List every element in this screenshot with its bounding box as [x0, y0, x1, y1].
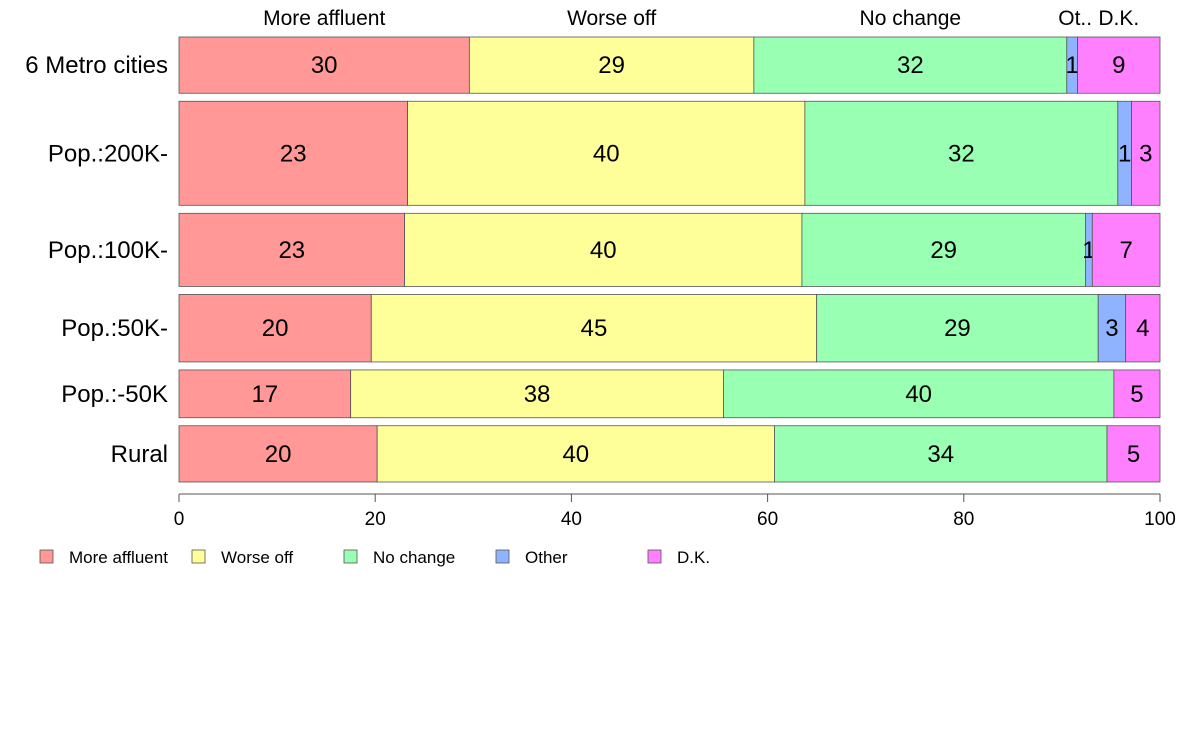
category-label-pop-50k: Pop.:-50K — [61, 381, 168, 408]
data-label-pop-100k-no-change: 29 — [930, 237, 957, 264]
data-label-6-metro-cities-more-affluent: 30 — [311, 52, 338, 79]
bar-pop-200k-d-k — [1131, 100, 1161, 206]
x-axis: 0 20 40 60 80 100 — [174, 493, 1176, 530]
legend-swatch-d-k — [647, 549, 662, 564]
data-label-pop-50k-more-affluent: 20 — [262, 315, 289, 342]
category-label-6-metro-cities: 6 Metro cities — [25, 52, 168, 79]
data-label-pop-50k-more-affluent: 17 — [251, 381, 278, 408]
legend-item-d-k: D.K. — [647, 548, 710, 567]
data-label-6-metro-cities-no-change: 32 — [897, 52, 924, 79]
bar-rural-more-affluent — [178, 425, 378, 483]
x-tick-label-20: 20 — [365, 509, 386, 530]
bar-pop-50k-worse-off — [370, 294, 818, 363]
legend-item-worse-off: Worse off — [191, 548, 293, 567]
data-label-pop-200k-d-k: 3 — [1139, 140, 1152, 167]
data-label-pop-50k-d-k: 4 — [1136, 315, 1149, 342]
data-label-pop-100k-worse-off: 40 — [590, 237, 617, 264]
data-label-rural-d-k: 5 — [1127, 441, 1140, 468]
column-headers: More affluent Worse off No change Ot.. D.K. — [263, 7, 1139, 30]
data-label-pop-50k-d-k: 5 — [1130, 381, 1143, 408]
bar-6-metro-cities-worse-off — [468, 36, 755, 94]
category-label-rural: Rural — [111, 441, 168, 468]
data-label-pop-200k-no-change: 32 — [948, 140, 975, 167]
bar-6-metro-cities-no-change — [753, 36, 1068, 94]
bar-pop-50k-d-k — [1125, 294, 1161, 363]
legend-swatch-more-affluent — [39, 549, 54, 564]
data-label-rural-more-affluent: 20 — [265, 441, 292, 468]
data-label-pop-50k-worse-off: 38 — [524, 381, 551, 408]
legend-label-worse-off: Worse off — [221, 548, 293, 567]
bar-6-metro-cities-d-k — [1077, 36, 1161, 94]
legend-item-other: Other — [495, 548, 568, 567]
data-label-6-metro-cities-d-k: 9 — [1112, 52, 1125, 79]
x-tick-label-0: 0 — [174, 509, 185, 530]
bar-pop-50k-no-change — [723, 369, 1115, 419]
bar-pop-50k-other — [1097, 294, 1127, 363]
x-tick-label-60: 60 — [757, 509, 778, 530]
column-header-ot: Ot.. — [1058, 7, 1092, 30]
legend-swatch-worse-off — [191, 549, 206, 564]
bar-6-metro-cities-more-affluent — [178, 36, 470, 94]
bar-pop-50k-more-affluent — [178, 369, 352, 419]
data-label-pop-200k-other: 1 — [1118, 140, 1131, 167]
bar-pop-50k-d-k — [1113, 369, 1161, 419]
category-label-pop-100k: Pop.:100K- — [48, 237, 168, 264]
bar-rural-worse-off — [376, 425, 775, 483]
data-label-6-metro-cities-other: 1 — [1066, 52, 1079, 79]
legend-label-no-change: No change — [373, 548, 455, 567]
data-label-6-metro-cities-worse-off: 29 — [598, 52, 625, 79]
x-tick-label-100: 100 — [1144, 509, 1176, 530]
data-label-rural-no-change: 34 — [927, 441, 954, 468]
data-label-pop-100k-more-affluent: 23 — [278, 237, 305, 264]
column-header-d-k: D.K. — [1098, 7, 1139, 30]
bar-rural-no-change — [774, 425, 1108, 483]
bar-pop-100k-d-k — [1091, 212, 1161, 287]
legend-label-more-affluent: More affluent — [69, 548, 168, 567]
bar-pop-200k-no-change — [804, 100, 1119, 206]
legend-swatch-other — [495, 549, 510, 564]
bars: 30 29 32 1 923 40 32 1 323 40 29 1 720 45 29 3 417 38 40 52… — [178, 36, 1161, 483]
category-label-pop-50k: Pop.:50K- — [61, 315, 168, 342]
column-header-more-affluent: More affluent — [263, 7, 385, 30]
data-label-pop-50k-other: 3 — [1105, 315, 1118, 342]
legend: More affluent Worse off No change Other D.K. — [39, 548, 710, 567]
bar-pop-50k-no-change — [816, 294, 1099, 363]
legend-item-more-affluent: More affluent — [39, 548, 168, 567]
legend-label-d-k: D.K. — [677, 548, 710, 567]
bar-pop-50k-more-affluent — [178, 294, 372, 363]
x-tick-label-40: 40 — [561, 509, 582, 530]
bar-pop-100k-more-affluent — [178, 212, 406, 287]
data-label-rural-worse-off: 40 — [562, 441, 589, 468]
x-tick-label-80: 80 — [953, 509, 974, 530]
category-label-pop-200k: Pop.:200K- — [48, 140, 168, 167]
bar-pop-200k-more-affluent — [178, 100, 408, 206]
legend-label-other: Other — [525, 548, 568, 567]
data-label-pop-50k-no-change: 29 — [944, 315, 971, 342]
legend-swatch-no-change — [343, 549, 358, 564]
data-label-pop-200k-worse-off: 40 — [593, 140, 620, 167]
data-label-pop-100k-d-k: 7 — [1119, 237, 1132, 264]
column-header-worse-off: Worse off — [567, 7, 656, 30]
data-label-pop-50k-worse-off: 45 — [581, 315, 608, 342]
bar-pop-100k-worse-off — [404, 212, 803, 287]
bar-rural-d-k — [1106, 425, 1161, 483]
bar-pop-100k-no-change — [801, 212, 1086, 287]
data-label-pop-50k-no-change: 40 — [905, 381, 932, 408]
category-labels: 6 Metro cities Pop.:200K- Pop.:100K- Pop.:5… — [25, 52, 168, 468]
column-header-no-change: No change — [860, 7, 962, 30]
bar-pop-50k-worse-off — [350, 369, 724, 419]
data-label-pop-200k-more-affluent: 23 — [280, 140, 307, 167]
legend-item-no-change: No change — [343, 548, 455, 567]
bar-pop-200k-worse-off — [407, 100, 806, 206]
